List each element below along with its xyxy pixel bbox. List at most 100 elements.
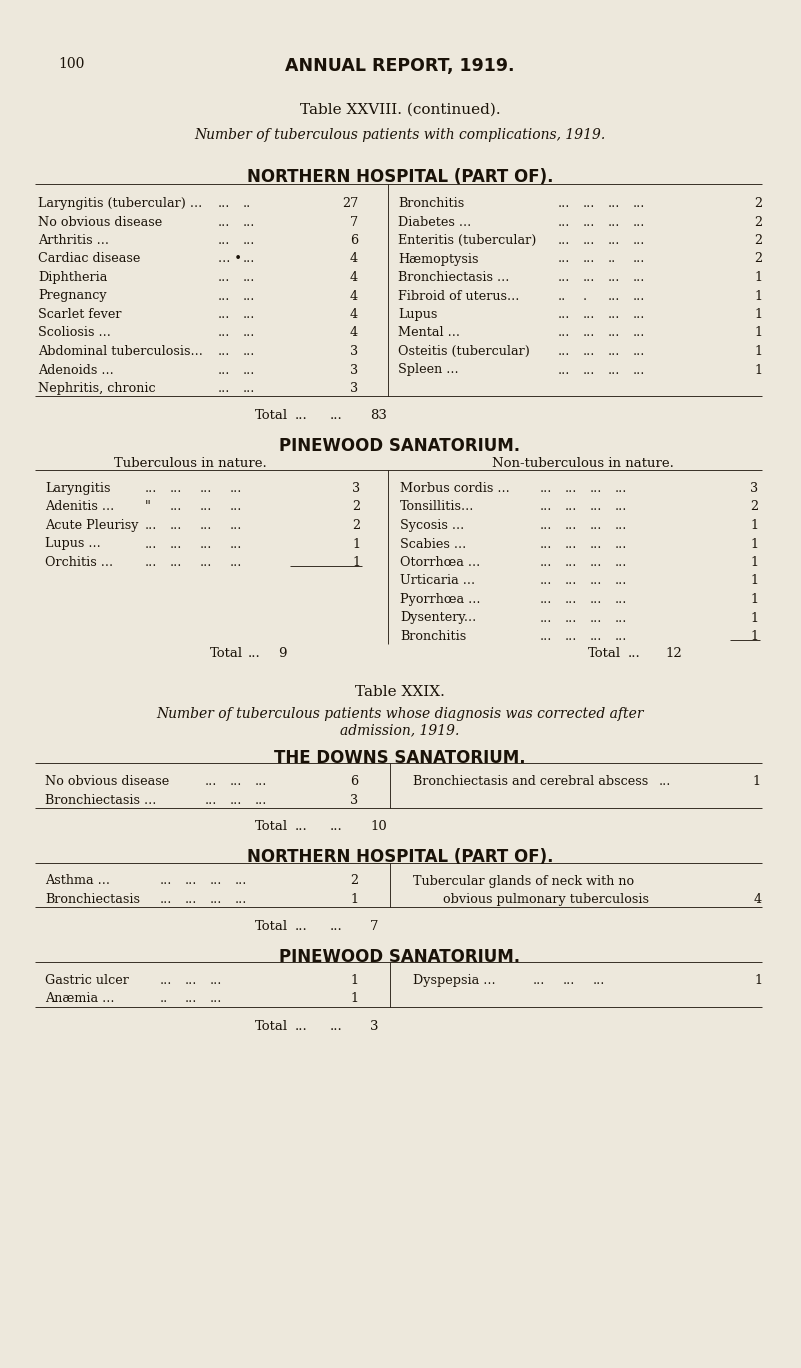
Text: ...: ...	[608, 327, 621, 339]
Text: Pregnancy: Pregnancy	[38, 290, 107, 302]
Text: ...: ...	[235, 874, 248, 888]
Text: ...: ...	[255, 793, 268, 807]
Text: Cardiac disease: Cardiac disease	[38, 253, 140, 265]
Text: ...: ...	[330, 409, 343, 421]
Text: ...: ...	[590, 555, 602, 569]
Text: 1: 1	[350, 974, 358, 986]
Text: Non-tuberculous in nature.: Non-tuberculous in nature.	[492, 457, 674, 471]
Text: ...: ...	[243, 253, 256, 265]
Text: ...: ...	[243, 364, 256, 376]
Text: ...: ...	[590, 631, 602, 643]
Text: PINEWOOD SANATORIUM.: PINEWOOD SANATORIUM.	[280, 436, 521, 456]
Text: ...: ...	[160, 974, 172, 986]
Text: Pyorrhœa ...: Pyorrhœa ...	[400, 592, 481, 606]
Text: 1: 1	[750, 518, 758, 532]
Text: ...: ...	[230, 538, 243, 550]
Text: ...: ...	[558, 308, 570, 321]
Text: Adenitis ...: Adenitis ...	[45, 501, 115, 513]
Text: Asthma ...: Asthma ...	[45, 874, 110, 888]
Text: Sycosis ...: Sycosis ...	[400, 518, 465, 532]
Text: ...: ...	[659, 776, 671, 788]
Text: ... •: ... •	[218, 253, 242, 265]
Text: ...: ...	[243, 234, 256, 248]
Text: ...: ...	[243, 290, 256, 302]
Text: ...: ...	[540, 538, 553, 550]
Text: 2: 2	[352, 501, 360, 513]
Text: ...: ...	[590, 592, 602, 606]
Text: 1: 1	[754, 345, 762, 358]
Text: ...: ...	[533, 974, 545, 986]
Text: Bronchiectasis: Bronchiectasis	[45, 893, 140, 906]
Text: Anæmia ...: Anæmia ...	[45, 993, 115, 1005]
Text: ...: ...	[608, 216, 621, 228]
Text: ...: ...	[540, 631, 553, 643]
Text: ...: ...	[590, 611, 602, 625]
Text: 2: 2	[754, 197, 762, 211]
Text: No obvious disease: No obvious disease	[45, 776, 169, 788]
Text: 1: 1	[750, 592, 758, 606]
Text: ...: ...	[185, 974, 197, 986]
Text: ...: ...	[170, 501, 183, 513]
Text: Table XXVIII. (continued).: Table XXVIII. (continued).	[300, 103, 501, 118]
Text: ...: ...	[243, 345, 256, 358]
Text: ...: ...	[565, 555, 578, 569]
Text: 1: 1	[754, 327, 762, 339]
Text: ...: ...	[558, 345, 570, 358]
Text: 1: 1	[750, 555, 758, 569]
Text: Diphtheria: Diphtheria	[38, 271, 107, 285]
Text: Mental ...: Mental ...	[398, 327, 460, 339]
Text: ...: ...	[615, 555, 627, 569]
Text: ...: ...	[230, 776, 243, 788]
Text: ...: ...	[558, 234, 570, 248]
Text: ...: ...	[255, 776, 268, 788]
Text: .: .	[583, 290, 587, 302]
Text: ...: ...	[330, 821, 343, 833]
Text: ...: ...	[608, 234, 621, 248]
Text: ...: ...	[565, 592, 578, 606]
Text: Bronchitis: Bronchitis	[400, 631, 466, 643]
Text: Tuberculous in nature.: Tuberculous in nature.	[114, 457, 267, 471]
Text: ...: ...	[608, 364, 621, 376]
Text: ...: ...	[615, 575, 627, 587]
Text: ..: ..	[243, 197, 252, 211]
Text: ...: ...	[583, 308, 595, 321]
Text: ...: ...	[608, 290, 621, 302]
Text: ...: ...	[218, 234, 231, 248]
Text: ...: ...	[633, 327, 646, 339]
Text: 1: 1	[750, 575, 758, 587]
Text: Nephritis, chronic: Nephritis, chronic	[38, 382, 155, 395]
Text: ...: ...	[160, 874, 172, 888]
Text: ...: ...	[200, 518, 212, 532]
Text: ...: ...	[628, 647, 641, 659]
Text: Table XXIX.: Table XXIX.	[355, 685, 445, 699]
Text: obvious pulmonary tuberculosis: obvious pulmonary tuberculosis	[443, 893, 649, 906]
Text: 1: 1	[752, 776, 760, 788]
Text: Acute Pleurisy: Acute Pleurisy	[45, 518, 139, 532]
Text: ...: ...	[608, 345, 621, 358]
Text: ...: ...	[615, 611, 627, 625]
Text: ...: ...	[615, 592, 627, 606]
Text: 3: 3	[350, 382, 358, 395]
Text: ...: ...	[295, 1019, 308, 1033]
Text: ...: ...	[565, 538, 578, 550]
Text: 4: 4	[754, 893, 762, 906]
Text: ...: ...	[558, 253, 570, 265]
Text: Bronchiectasis ...: Bronchiectasis ...	[45, 793, 156, 807]
Text: 7: 7	[350, 216, 358, 228]
Text: Diabetes ...: Diabetes ...	[398, 216, 471, 228]
Text: ...: ...	[633, 364, 646, 376]
Text: ...: ...	[565, 575, 578, 587]
Text: ...: ...	[330, 921, 343, 933]
Text: 9: 9	[278, 647, 287, 659]
Text: 4: 4	[350, 253, 358, 265]
Text: ...: ...	[590, 538, 602, 550]
Text: ...: ...	[218, 271, 231, 285]
Text: ...: ...	[185, 874, 197, 888]
Text: ...: ...	[565, 631, 578, 643]
Text: ...: ...	[615, 482, 627, 495]
Text: 4: 4	[350, 290, 358, 302]
Text: Bronchiectasis ...: Bronchiectasis ...	[398, 271, 509, 285]
Text: ...: ...	[210, 993, 223, 1005]
Text: Scarlet fever: Scarlet fever	[38, 308, 122, 321]
Text: 1: 1	[750, 611, 758, 625]
